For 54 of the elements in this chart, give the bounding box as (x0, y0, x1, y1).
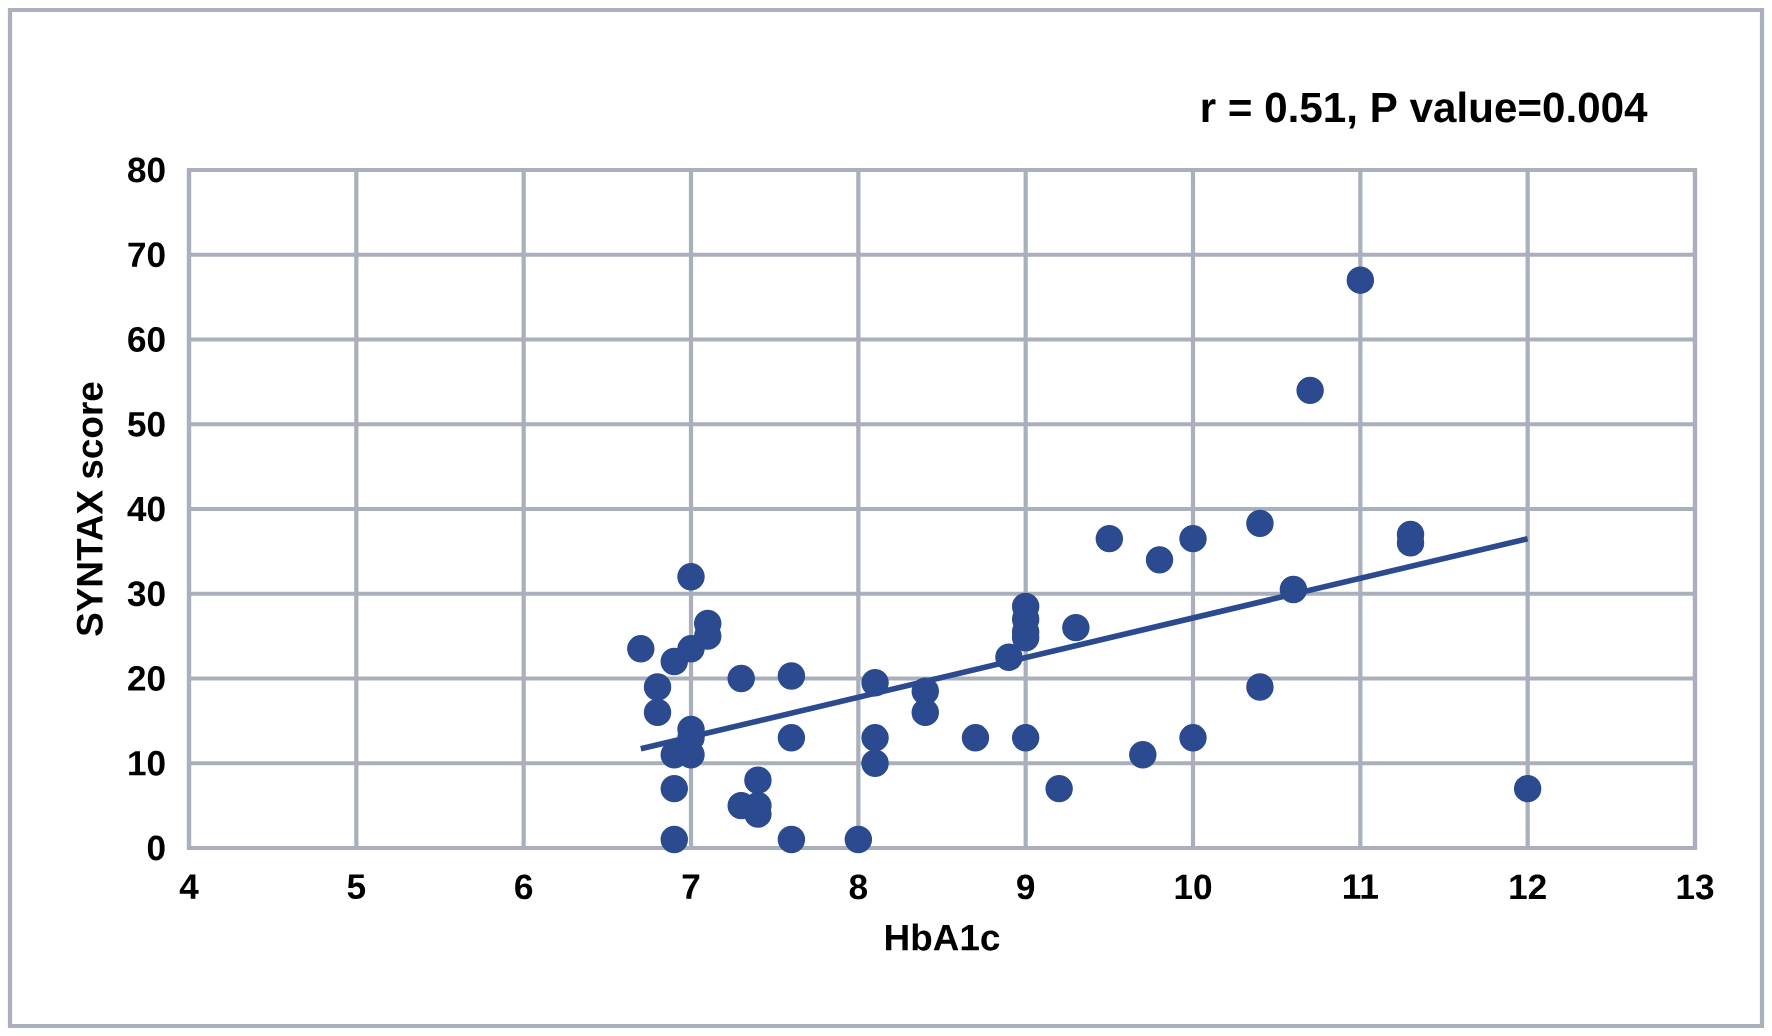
point (1145, 546, 1174, 574)
x-tick-label: 4 (179, 874, 199, 899)
x-tick-label: 9 (1017, 874, 1035, 900)
x-tick-label: 12 (1510, 874, 1546, 900)
point (1011, 724, 1040, 752)
x-tick-label: 7 (682, 874, 700, 899)
point (844, 825, 873, 854)
point (660, 774, 688, 803)
y-tick-label: 40 (127, 496, 165, 522)
point (777, 724, 806, 752)
point (861, 724, 889, 752)
point (1279, 575, 1308, 604)
y-tick-label: 0 (147, 835, 165, 861)
point (777, 662, 806, 690)
point (1129, 741, 1157, 769)
point (961, 724, 990, 752)
y-tick-label: 80 (128, 157, 165, 183)
point (911, 698, 939, 727)
y-tick-label: 70 (128, 242, 165, 268)
point (627, 635, 655, 663)
y-tick-label: 50 (128, 411, 165, 437)
point (1179, 524, 1207, 553)
y-tick-label: 60 (128, 327, 165, 352)
x-tick-label: 10 (1175, 874, 1212, 900)
x-axis-title: HbA1c (886, 923, 1000, 951)
point (727, 664, 755, 693)
text: r = 0.51, P value=0.004 (1202, 91, 1648, 129)
point (1095, 524, 1124, 553)
point (995, 643, 1023, 672)
point (1045, 774, 1073, 803)
point (1246, 509, 1274, 538)
point (1062, 613, 1090, 642)
point (861, 669, 889, 697)
y-tick-label: 10 (129, 750, 165, 776)
point (1246, 673, 1274, 701)
x-tick-label: 11 (1343, 874, 1378, 899)
point (1346, 266, 1375, 294)
point (677, 563, 705, 591)
point (744, 766, 772, 794)
point (643, 698, 672, 727)
x-tick-label: 5 (347, 874, 366, 899)
x-tick-label: 8 (849, 874, 868, 900)
y-tick-label: 20 (128, 666, 165, 691)
x-tick-label: 13 (1677, 874, 1714, 900)
y-tick-label: 30 (127, 581, 165, 607)
x-tick-label: 6 (515, 874, 533, 900)
point (861, 749, 889, 777)
point (643, 673, 672, 701)
point (777, 825, 806, 854)
point (1296, 376, 1324, 405)
point (1179, 724, 1207, 752)
point (660, 825, 688, 854)
y-axis-title: SYNTAX score (76, 382, 103, 636)
point (1513, 774, 1542, 803)
